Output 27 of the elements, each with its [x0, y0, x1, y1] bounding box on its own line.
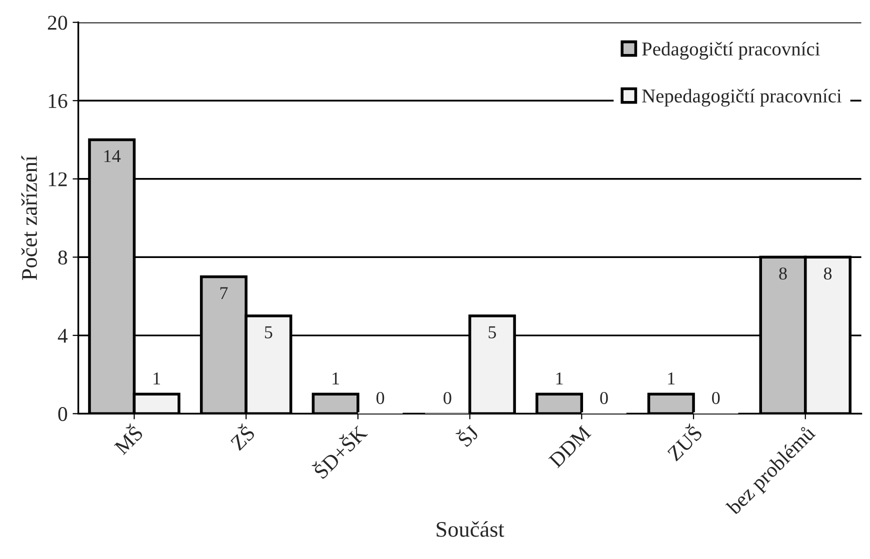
- x-tick-label: MŠ: [110, 422, 144, 456]
- data-label: 0: [600, 392, 608, 404]
- data-label: 1: [668, 372, 675, 384]
- data-label: 1: [556, 372, 563, 384]
- data-label: 0: [376, 392, 384, 404]
- y-axis-title: Počet zařízení: [21, 156, 37, 280]
- data-label: 1: [332, 372, 339, 384]
- data-label: 8: [779, 267, 787, 280]
- data-label: 0: [712, 392, 720, 404]
- legend-label: Pedagogičtí pracovníci: [642, 42, 820, 60]
- data-label: 5: [264, 326, 272, 338]
- data-label: 8: [824, 267, 832, 280]
- x-tick-label: ŠJ: [454, 422, 480, 448]
- y-tick-label: 16: [48, 94, 68, 108]
- data-label: 7: [220, 287, 228, 300]
- x-tick-label: ZŠ: [227, 422, 256, 451]
- y-tick-label: 8: [58, 250, 68, 265]
- x-axis-title: Součást: [436, 521, 504, 537]
- data-label: 14: [104, 150, 121, 162]
- data-label: 0: [444, 392, 452, 404]
- y-tick-label: 12: [48, 172, 67, 186]
- y-tick-label: 20: [48, 16, 68, 30]
- y-tick-label: 0: [58, 407, 68, 422]
- y-tick-label: 4: [58, 328, 68, 343]
- legend-label: Nepedagogičtí pracovníci: [642, 88, 842, 107]
- data-label: 1: [154, 372, 160, 384]
- data-label: 5: [488, 326, 496, 338]
